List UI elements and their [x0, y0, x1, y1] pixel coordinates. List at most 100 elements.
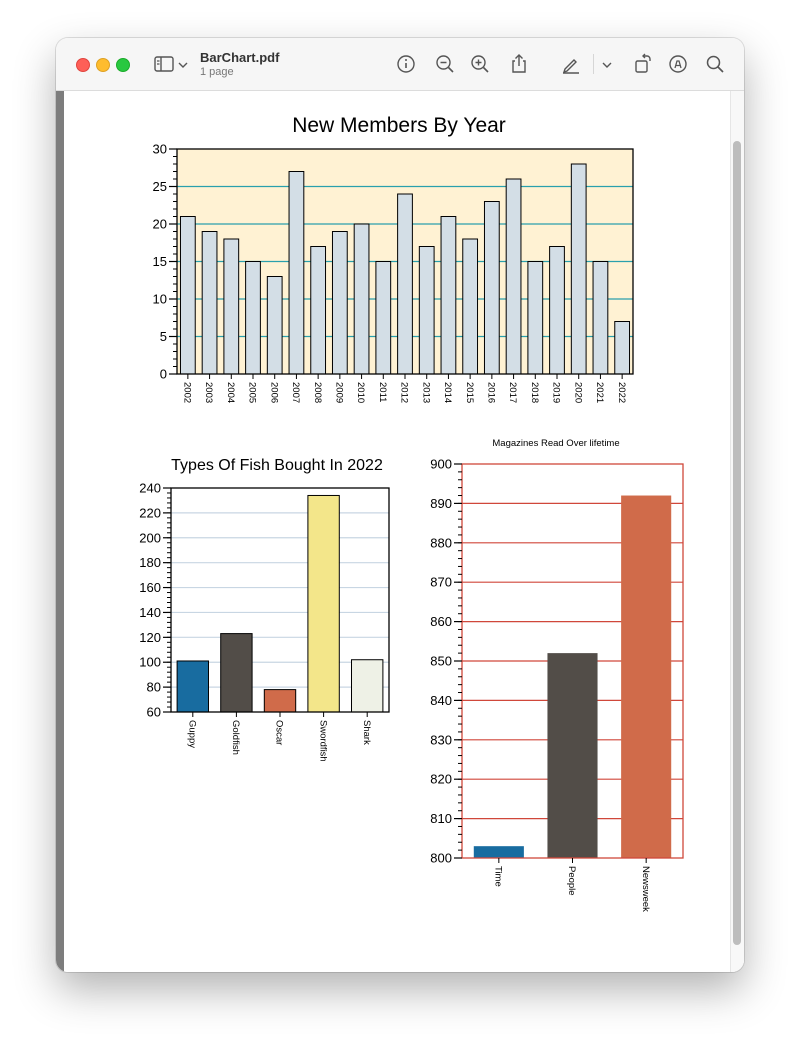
x-tick-label: 2008 [312, 382, 323, 403]
fish-y-tick-labels: 60 80 100 120 140 160 180 200 220 240 [139, 481, 161, 720]
bar-2003 [201, 231, 218, 375]
bar-2010 [353, 223, 370, 375]
bar-guppy [176, 660, 209, 713]
y-tick-label: 220 [139, 505, 161, 520]
y-tick-label: 800 [430, 851, 452, 866]
magazines-x-tick-labels: Time People Newsweek [493, 858, 651, 912]
y-tick-label: 80 [147, 680, 161, 695]
document-title: BarChart.pdf [200, 50, 280, 65]
bar-2002 [179, 216, 196, 375]
y-tick-label: 240 [139, 481, 161, 496]
x-tick-label: 2017 [507, 382, 518, 403]
fish-bars [176, 494, 384, 713]
bar-2022 [614, 321, 631, 375]
search-icon[interactable] [703, 52, 727, 76]
markup-icon[interactable] [666, 52, 690, 76]
toolbar-separator [593, 54, 594, 74]
y-tick-label: 830 [430, 732, 452, 747]
bar-2020 [570, 163, 587, 375]
bar-2008 [310, 246, 327, 375]
x-tick-label: 2005 [247, 382, 258, 403]
x-tick-label: 2002 [182, 382, 193, 403]
bar-2016 [483, 201, 500, 375]
x-tick-label: 2009 [334, 382, 345, 403]
x-tick-label: 2007 [290, 382, 301, 403]
zoom-in-icon[interactable] [468, 52, 492, 76]
x-tick-label: 2013 [420, 382, 431, 403]
x-tick-label: Oscar [274, 720, 285, 745]
bar-shark [351, 659, 384, 713]
members-chart-title: New Members By Year [292, 114, 506, 137]
y-tick-label: 860 [430, 614, 452, 629]
bar-time [473, 846, 524, 858]
bar-2004 [223, 238, 240, 375]
x-tick-label: 2019 [551, 382, 562, 403]
rotate-icon[interactable] [630, 52, 654, 76]
x-tick-label: 2004 [225, 382, 236, 403]
magazines-chart-title: Magazines Read Over lifetime [492, 438, 619, 449]
bar-2021 [592, 261, 609, 375]
scrollbar-thumb[interactable] [733, 141, 741, 945]
y-tick-label: 890 [430, 496, 452, 511]
bar-2009 [331, 231, 348, 375]
x-tick-label: Shark [361, 720, 372, 745]
x-tick-label: 2014 [442, 382, 453, 403]
fish-chart: 60 80 100 120 140 160 180 200 220 240 Guppy Goldfi… [139, 457, 390, 762]
x-tick-label: 2011 [377, 382, 388, 402]
bar-2014 [440, 216, 457, 375]
bar-oscar [263, 689, 297, 713]
x-tick-label: Swordfish [317, 720, 328, 762]
y-tick-label: 160 [139, 580, 161, 595]
zoom-out-icon[interactable] [433, 52, 457, 76]
x-tick-label: Guppy [186, 720, 197, 748]
highlight-pen-icon[interactable] [559, 52, 583, 76]
y-tick-label: 120 [139, 630, 161, 645]
bar-goldfish [220, 633, 253, 713]
x-tick-label: 2006 [268, 382, 279, 403]
bar-newsweek [621, 495, 672, 858]
y-tick-label: 20 [153, 217, 167, 232]
x-tick-label: 2021 [594, 382, 605, 403]
fish-minor-ticks [167, 487, 171, 713]
bar-2017 [505, 178, 522, 375]
y-tick-label: 840 [430, 693, 452, 708]
bar-2019 [549, 246, 565, 375]
y-tick-label: 810 [430, 811, 452, 826]
bar-2005 [245, 261, 261, 375]
y-tick-label: 100 [139, 655, 161, 670]
bar-people [547, 653, 598, 858]
close-window-button[interactable] [76, 58, 90, 72]
sidebar-icon[interactable] [152, 52, 176, 76]
bar-2011 [375, 261, 392, 375]
share-icon[interactable] [507, 52, 531, 76]
info-icon[interactable] [394, 52, 418, 76]
x-tick-label: 2010 [355, 382, 366, 403]
x-tick-label: 2012 [399, 382, 410, 403]
bar-2018 [527, 261, 544, 375]
y-tick-label: 140 [139, 605, 161, 620]
x-tick-label: Goldfish [230, 720, 241, 755]
zoom-window-button[interactable] [116, 58, 130, 72]
chevron-down-icon[interactable] [600, 52, 614, 76]
y-tick-label: 15 [153, 254, 167, 269]
members-y-tick-labels: 0 5 10 15 20 25 30 [153, 142, 167, 382]
minimize-window-button[interactable] [96, 58, 110, 72]
bar-2006 [266, 276, 283, 375]
y-tick-label: 850 [430, 654, 452, 669]
y-tick-label: 820 [430, 772, 452, 787]
y-tick-label: 180 [139, 555, 161, 570]
y-tick-label: 200 [139, 530, 161, 545]
bar-2015 [462, 238, 479, 375]
bar-2012 [397, 193, 413, 375]
members-x-tick-labels: 2002 2003 2004 2005 2006 2007 2008 2009 2010 2011… [182, 374, 627, 403]
magazines-minor-ticks [458, 463, 462, 859]
members-minor-ticks [173, 148, 177, 375]
x-tick-label: 2015 [464, 382, 475, 403]
y-tick-label: 30 [153, 142, 167, 157]
y-tick-label: 870 [430, 575, 452, 590]
bar-2013 [418, 246, 435, 375]
title-bar: BarChart.pdf 1 page [56, 38, 744, 91]
x-tick-label: People [566, 866, 577, 896]
chevron-down-icon[interactable] [176, 52, 190, 76]
